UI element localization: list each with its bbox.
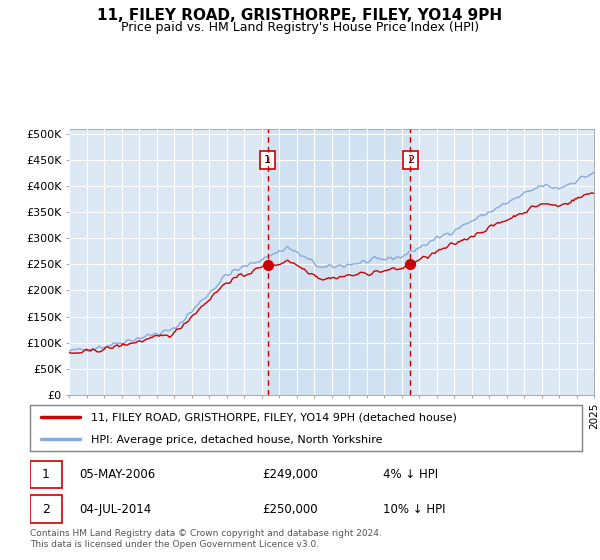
Text: 4% ↓ HPI: 4% ↓ HPI — [383, 468, 439, 481]
Text: £250,000: £250,000 — [262, 503, 317, 516]
Text: 11, FILEY ROAD, GRISTHORPE, FILEY, YO14 9PH (detached house): 11, FILEY ROAD, GRISTHORPE, FILEY, YO14 … — [91, 413, 457, 423]
Bar — [268, 129, 410, 395]
Text: 2: 2 — [42, 503, 50, 516]
Text: £249,000: £249,000 — [262, 468, 318, 481]
Text: 11, FILEY ROAD, GRISTHORPE, FILEY, YO14 9PH: 11, FILEY ROAD, GRISTHORPE, FILEY, YO14 … — [97, 8, 503, 24]
FancyBboxPatch shape — [30, 461, 62, 488]
Text: 04-JUL-2014: 04-JUL-2014 — [80, 503, 152, 516]
Text: 1: 1 — [264, 155, 271, 165]
Text: 2: 2 — [407, 155, 414, 165]
Text: Price paid vs. HM Land Registry's House Price Index (HPI): Price paid vs. HM Land Registry's House … — [121, 21, 479, 34]
Text: 05-MAY-2006: 05-MAY-2006 — [80, 468, 156, 481]
FancyBboxPatch shape — [30, 496, 62, 523]
Text: HPI: Average price, detached house, North Yorkshire: HPI: Average price, detached house, Nort… — [91, 435, 382, 445]
Text: 1: 1 — [42, 468, 50, 481]
Text: Contains HM Land Registry data © Crown copyright and database right 2024.
This d: Contains HM Land Registry data © Crown c… — [30, 529, 382, 549]
Text: 10% ↓ HPI: 10% ↓ HPI — [383, 503, 446, 516]
